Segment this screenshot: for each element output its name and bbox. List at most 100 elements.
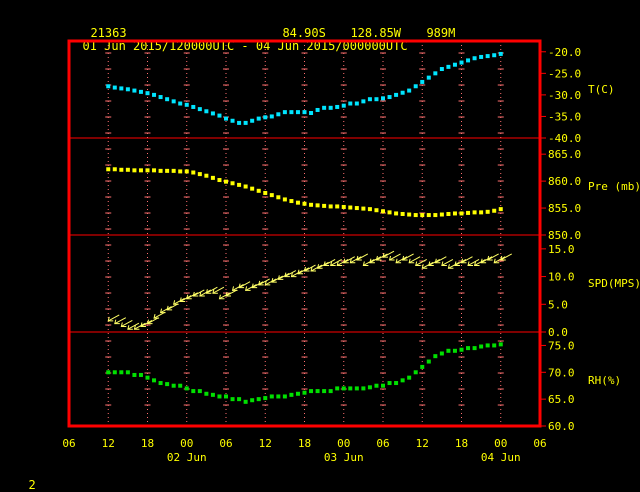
data-point: [282, 394, 287, 399]
data-point: [492, 343, 497, 348]
data-point: [394, 211, 399, 216]
wind-arrow-shaft: [448, 261, 460, 269]
y-tick-label: -35.0: [548, 110, 581, 123]
wind-arrow-shaft: [271, 275, 284, 283]
data-point: [263, 115, 268, 120]
data-point: [498, 342, 503, 347]
data-point: [472, 56, 477, 61]
wind-arrow-head: [179, 297, 186, 303]
data-point: [328, 105, 333, 110]
data-point: [171, 99, 176, 104]
wind-arrow-head: [284, 272, 290, 278]
data-point: [250, 118, 255, 123]
chart-grid: [69, 45, 546, 427]
wind-arrow-head: [310, 266, 317, 272]
data-point: [289, 392, 294, 397]
wind-arrow-shaft: [363, 259, 375, 266]
data-point: [439, 351, 444, 356]
data-point: [348, 101, 353, 106]
wind-arrow-head: [212, 289, 218, 294]
data-point: [439, 212, 444, 217]
station-id: 21363: [90, 26, 127, 40]
data-point: [119, 86, 124, 91]
wind-arrow-head: [356, 255, 362, 261]
data-point: [237, 182, 242, 187]
data-point: [230, 181, 235, 186]
wind-arrow-head: [434, 258, 441, 264]
wind-arrow-shaft: [186, 292, 198, 300]
wind-arrow-shaft: [343, 256, 355, 264]
data-point: [400, 378, 405, 383]
data-point: [178, 101, 183, 106]
data-point: [315, 203, 320, 208]
data-point: [197, 107, 202, 112]
data-point: [374, 208, 379, 213]
data-point: [138, 372, 143, 377]
y-tick-label: 70.0: [548, 366, 575, 379]
wind-arrow-head: [186, 294, 192, 300]
data-point: [479, 54, 484, 59]
data-point: [426, 213, 431, 218]
data-point: [269, 394, 274, 399]
data-point: [335, 104, 340, 109]
x-tick-label: 18: [455, 437, 468, 450]
data-point: [413, 370, 418, 375]
wind-arrow-head: [231, 286, 238, 291]
data-point: [446, 348, 451, 353]
chart-labels: -20.0 -25.0 -30.0 -35.0 -40.0 T(C) 865.0 860.0 8…: [62, 46, 640, 464]
data-point: [263, 190, 268, 195]
data-point: [171, 383, 176, 388]
data-point: [446, 211, 451, 216]
wind-arrow-shaft: [389, 253, 401, 261]
data-point: [472, 210, 477, 215]
wind-arrow-shaft: [376, 253, 388, 261]
data-point: [152, 378, 157, 383]
data-point: [204, 173, 209, 178]
x-tick-label: 06: [376, 437, 389, 450]
wind-arrow-head: [146, 319, 153, 325]
data-point: [348, 386, 353, 391]
wind-arrow-shaft: [467, 259, 480, 266]
y-tick-label: 855.0: [548, 202, 581, 215]
wind-arrow-head: [454, 261, 460, 266]
wind-arrow-shaft: [487, 253, 499, 261]
x-tick-label: 18: [141, 437, 154, 450]
data-point: [210, 111, 215, 116]
wind-arrow-head: [500, 255, 506, 261]
data-point: [394, 92, 399, 97]
wind-arrow-head: [127, 325, 133, 330]
chart-marks: [106, 51, 512, 404]
wind-arrow-shaft: [395, 256, 408, 264]
wind-arrow-head: [467, 261, 474, 266]
y-tick-label: -30.0: [548, 89, 581, 102]
wind-arrow-shaft: [408, 256, 421, 264]
wind-arrow-head: [192, 291, 199, 297]
data-point: [112, 167, 117, 172]
data-point: [315, 107, 320, 112]
wind-arrow-shaft: [206, 286, 218, 294]
x-date-label: 02 Jun: [167, 451, 207, 464]
data-point: [119, 370, 124, 375]
data-point: [158, 381, 163, 386]
wind-arrow-shaft: [310, 264, 323, 272]
wind-arrow-shaft: [238, 281, 251, 289]
data-point: [420, 79, 425, 84]
wind-arrow-shaft: [166, 303, 179, 311]
data-point: [459, 211, 464, 216]
wind-arrow-head: [473, 261, 480, 266]
wind-arrow-head: [120, 322, 127, 327]
x-date-label: 04 Jun: [481, 451, 521, 464]
wind-arrow-head: [388, 255, 395, 261]
wind-arrow-shaft: [356, 253, 369, 261]
data-point: [191, 170, 196, 175]
wind-arrow-shaft: [336, 259, 349, 266]
data-point: [197, 389, 202, 394]
panel-label: RH(%): [588, 374, 621, 387]
data-point: [420, 364, 425, 369]
data-point: [361, 206, 366, 211]
data-point: [204, 391, 209, 396]
data-point: [132, 168, 137, 173]
data-point: [413, 213, 418, 218]
data-point: [328, 389, 333, 394]
data-point: [315, 389, 320, 394]
